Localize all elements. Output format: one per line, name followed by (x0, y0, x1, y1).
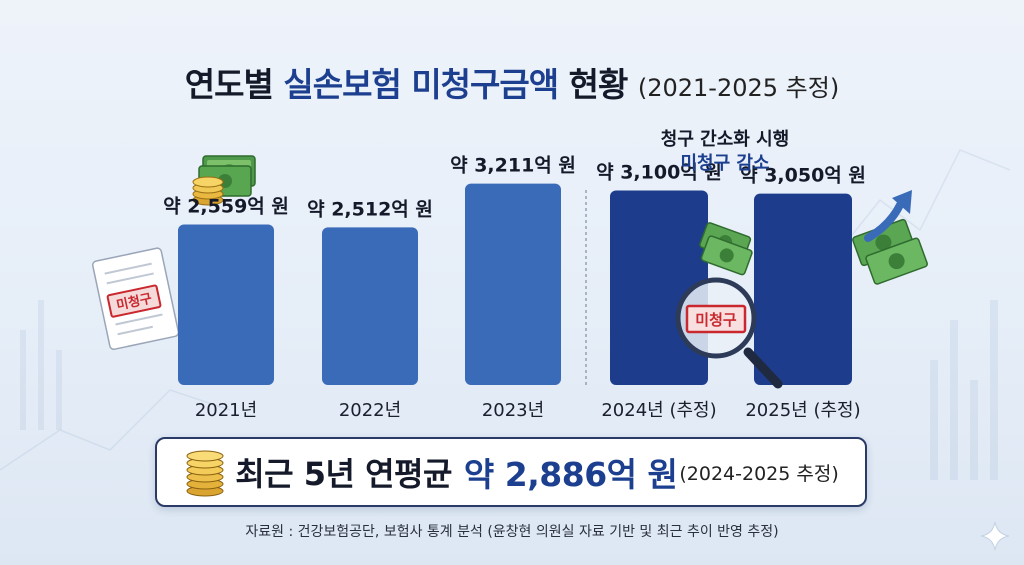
arrow-up-icon (864, 190, 912, 242)
stamp-label-doc: 미청구 (115, 291, 153, 314)
magnifier-icon: 미청구 (675, 277, 783, 389)
note-line2: 미청구 감소 (680, 153, 770, 174)
cash-icon (699, 222, 753, 276)
bar-value-label-0: 약 2,559억 원 (163, 195, 289, 217)
bar-value-label-3: 약 3,100억 원 (596, 162, 722, 184)
coin-stack-icon (192, 176, 224, 206)
title-part2: 실손보험 미청구금액 (283, 65, 559, 104)
title-part3: 현황 (568, 65, 629, 104)
bars-layer: 약 2,559억 원 2021년 약 2,512억 원 2022년 약 3,211억 원… (163, 155, 866, 421)
coin-stack-icon (186, 450, 224, 497)
category-label-2: 2023년 (482, 400, 544, 421)
summary-value: 약 2,886억 원 (463, 455, 678, 494)
title-subtitle: (2021-2025 추정) (637, 74, 840, 102)
summary-box: 최근 5년 연평균 약 2,886억 원 (2024-2025 추정) (155, 437, 867, 507)
title-part1: 연도별 (184, 65, 274, 104)
category-label-3: 2024년 (추정) (601, 400, 716, 421)
document-icon: 미청구 (91, 247, 180, 351)
source-note: 자료원 : 건강보험공단, 보험사 통계 분석 (윤창현 의원실 자료 기반 및… (245, 524, 779, 540)
bar-value-label-1: 약 2,512억 원 (307, 198, 433, 220)
bar-2 (465, 183, 561, 385)
note-line1: 청구 간소화 시행 (660, 129, 790, 150)
stamp-label-magnifier: 미청구 (695, 311, 737, 329)
summary-label: 최근 5년 연평균 (235, 455, 452, 493)
bar-4 (754, 193, 852, 385)
bar-0 (178, 224, 274, 385)
bar-value-label-4: 약 3,050억 원 (740, 165, 866, 187)
bar-value-label-2: 약 3,211억 원 (450, 155, 576, 177)
sparkle-icon (980, 521, 1010, 551)
cash-icon-right (852, 218, 928, 285)
policy-note: 청구 간소화 시행 미청구 감소 (600, 128, 850, 176)
summary-note: (2024-2025 추정) (679, 462, 839, 485)
page-title: 연도별 실손보험 미청구금액 현황 (2021-2025 추정) (0, 58, 1024, 106)
category-label-1: 2022년 (339, 400, 401, 421)
bar-1 (322, 227, 418, 385)
category-label-0: 2021년 (195, 400, 257, 421)
category-label-4: 2025년 (추정) (745, 400, 860, 421)
